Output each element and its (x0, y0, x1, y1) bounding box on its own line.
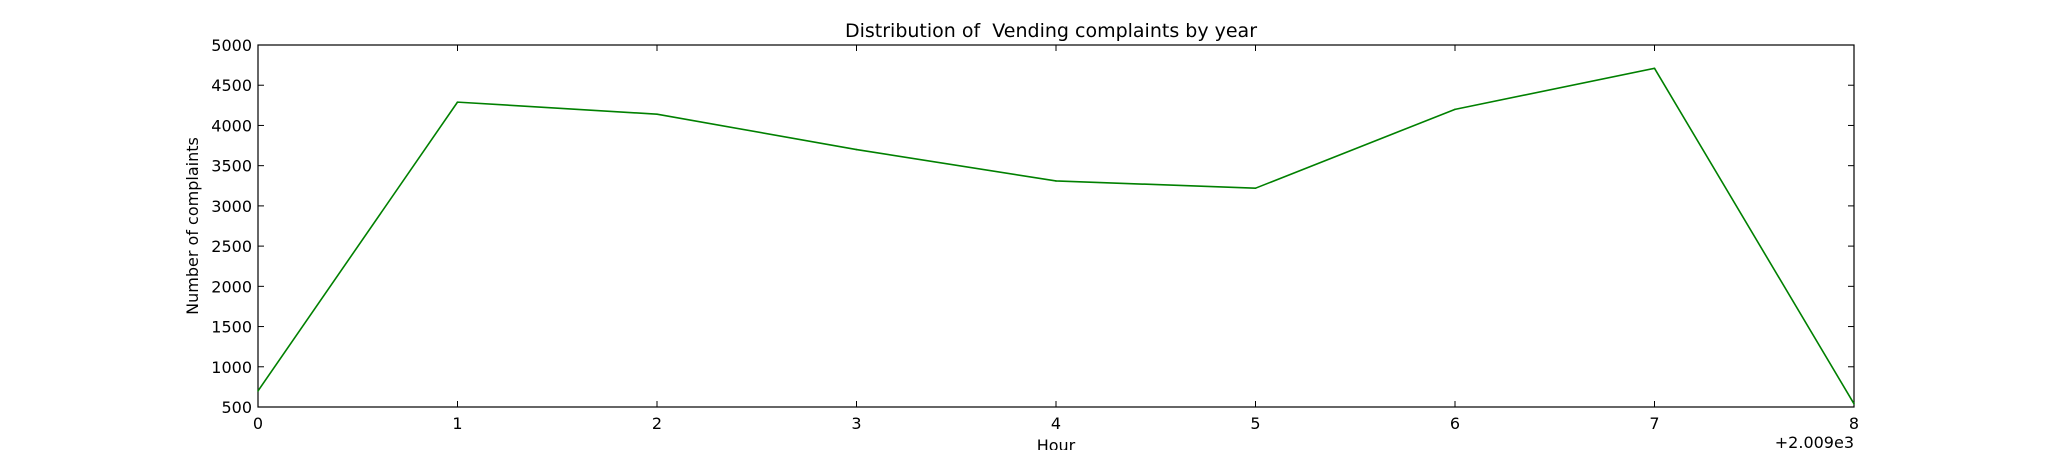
y-tick-label: 2500 (211, 237, 252, 256)
plot-area-frame (257, 44, 1855, 408)
y-tick-label: 1000 (211, 358, 252, 377)
x-axis-tick-labels: 0 1 2 3 4 5 6 7 8 (253, 414, 1859, 433)
y-tick-label: 4500 (211, 76, 252, 95)
x-tick-label: 2 (652, 414, 662, 433)
y-axis-tick-labels: 500 1000 1500 2000 2500 3000 3500 4000 4500 5000 (211, 36, 252, 417)
data-point (656, 113, 658, 115)
series-group (257, 67, 1855, 405)
y-tick-label: 5000 (211, 36, 252, 55)
data-point (1454, 108, 1456, 111)
y-tick-label: 3500 (211, 157, 252, 176)
y-tick-label: 500 (221, 398, 252, 417)
x-axis-label: Hour (1037, 436, 1076, 450)
x-tick-label: 1 (452, 414, 462, 433)
x-axis-ticks (257, 45, 1855, 407)
y-axis-label: Number of complaints (183, 137, 202, 315)
x-tick-label: 6 (1450, 414, 1460, 433)
x-axis-offset-label: +2.009e3 (1775, 433, 1854, 450)
data-point (855, 148, 858, 151)
x-tick-label: 8 (1849, 414, 1859, 433)
y-tick-label: 3000 (211, 197, 252, 216)
data-point (456, 101, 459, 103)
series-line (257, 67, 1855, 405)
x-tick-label: 0 (253, 414, 263, 433)
y-tick-label: 4000 (211, 116, 252, 135)
x-tick-label: 5 (1250, 414, 1260, 433)
x-tick-label: 4 (1051, 414, 1061, 433)
data-point (1853, 402, 1855, 405)
data-point (1254, 187, 1257, 189)
chart-title: Distribution of Vending complaints by ye… (845, 20, 1257, 42)
x-tick-label: 7 (1649, 414, 1659, 433)
y-tick-label: 1500 (211, 318, 252, 337)
data-point (1055, 180, 1057, 182)
y-tick-label: 2000 (211, 277, 252, 296)
data-point (257, 390, 259, 392)
y-axis-ticks (258, 44, 1854, 408)
x-tick-label: 3 (851, 414, 861, 433)
data-point (1653, 67, 1656, 70)
